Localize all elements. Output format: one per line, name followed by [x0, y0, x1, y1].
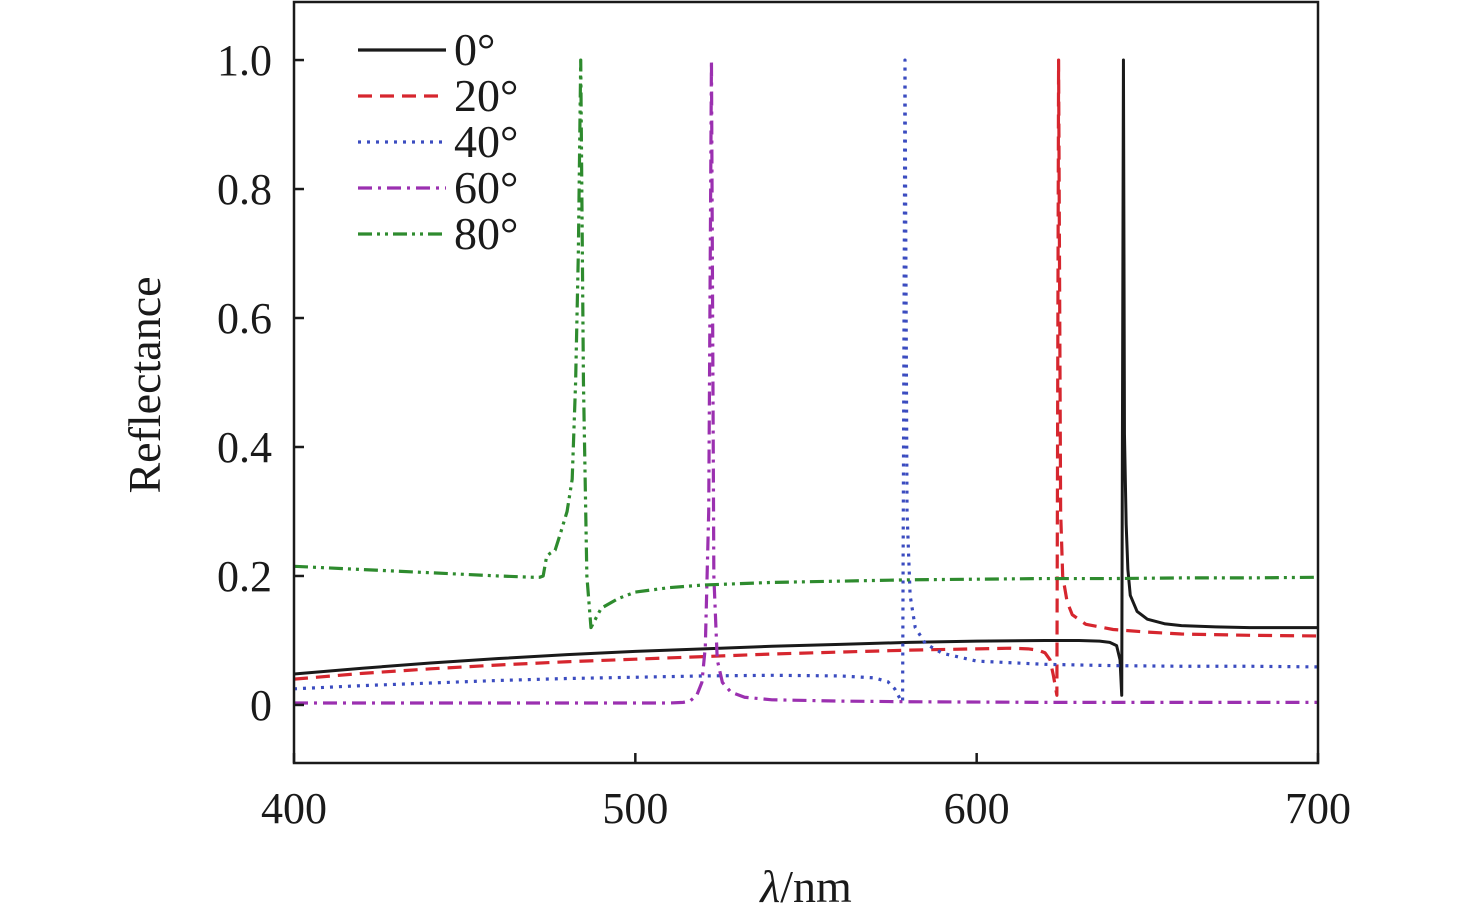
y-tick-label: 0.2	[217, 552, 272, 601]
legend-label-4: 80°	[454, 208, 518, 259]
y-tick-label: 0.4	[217, 423, 272, 472]
legend-label-3: 60°	[454, 162, 518, 213]
axes: 400 500 600 700 0 0.2 0.4 0.6 0.8 1.0	[217, 0, 1351, 833]
series-line-0	[294, 58, 1318, 697]
y-tick-label: 0.6	[217, 294, 272, 343]
legend-label-2: 40°	[454, 116, 518, 167]
legend-label-1: 20°	[454, 70, 518, 121]
x-tick-label: 500	[602, 784, 668, 833]
plot-layer	[294, 58, 1318, 705]
series-line-3	[294, 58, 1318, 705]
legend-label-0: 0°	[454, 24, 495, 75]
plot-frame	[292, 0, 1320, 765]
x-tick-label: 600	[944, 784, 1010, 833]
x-tick-label: 400	[261, 784, 327, 833]
x-axis-title: λ/nm	[758, 861, 852, 912]
y-axis-title: Reflectance	[119, 276, 170, 493]
series-line-4	[294, 58, 1318, 630]
series-line-1	[294, 58, 1318, 697]
x-axis-title-unit: /nm	[780, 861, 852, 912]
x-axis-title-symbol: λ	[758, 861, 780, 912]
series-line-2	[294, 58, 1318, 704]
y-tick-label: 1.0	[217, 36, 272, 85]
y-tick-label: 0.8	[217, 165, 272, 214]
x-tick-label: 700	[1285, 784, 1351, 833]
y-tick-label: 0	[250, 681, 272, 730]
legend: 0°20°40°60°80°	[358, 24, 518, 259]
